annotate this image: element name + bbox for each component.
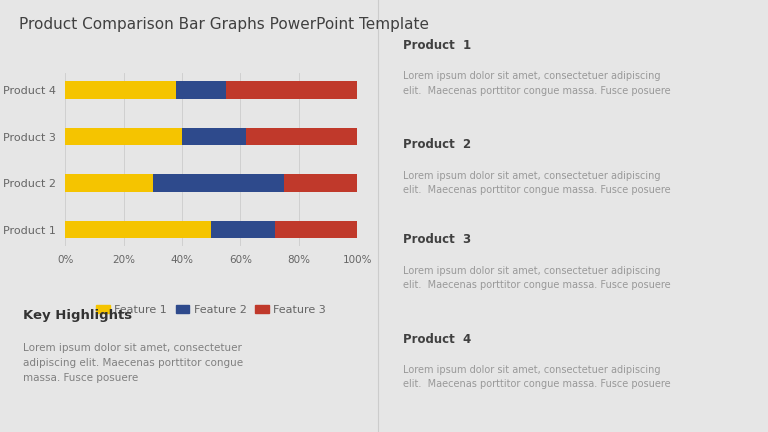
Text: Product  3: Product 3 — [403, 233, 472, 246]
Bar — [176, 81, 226, 99]
Bar — [65, 128, 182, 146]
Bar — [276, 221, 357, 238]
Bar — [153, 174, 284, 192]
Text: Product  2: Product 2 — [403, 138, 472, 151]
Text: Lorem ipsum dolor sit amet, consectetuer adipiscing
elit.  Maecenas porttitor co: Lorem ipsum dolor sit amet, consectetuer… — [403, 71, 670, 95]
Bar — [211, 221, 276, 238]
Bar — [247, 128, 357, 146]
Legend: Feature 1, Feature 2, Feature 3: Feature 1, Feature 2, Feature 3 — [92, 300, 330, 319]
Bar — [65, 81, 176, 99]
Bar — [65, 221, 211, 238]
Bar — [226, 81, 357, 99]
Text: Key Highlights: Key Highlights — [23, 309, 132, 322]
Text: Lorem ipsum dolor sit amet, consectetuer adipiscing
elit.  Maecenas porttitor co: Lorem ipsum dolor sit amet, consectetuer… — [403, 365, 670, 389]
Text: Product Comparison Bar Graphs PowerPoint Template: Product Comparison Bar Graphs PowerPoint… — [19, 17, 429, 32]
Text: Lorem ipsum dolor sit amet, consectetuer
adipiscing elit. Maecenas porttitor con: Lorem ipsum dolor sit amet, consectetuer… — [23, 343, 243, 383]
Text: Product  1: Product 1 — [403, 39, 472, 52]
Bar — [65, 174, 153, 192]
Text: Product  4: Product 4 — [403, 333, 472, 346]
Bar — [182, 128, 247, 146]
Bar — [284, 174, 357, 192]
Text: Lorem ipsum dolor sit amet, consectetuer adipiscing
elit.  Maecenas porttitor co: Lorem ipsum dolor sit amet, consectetuer… — [403, 266, 670, 290]
Text: Lorem ipsum dolor sit amet, consectetuer adipiscing
elit.  Maecenas porttitor co: Lorem ipsum dolor sit amet, consectetuer… — [403, 171, 670, 195]
